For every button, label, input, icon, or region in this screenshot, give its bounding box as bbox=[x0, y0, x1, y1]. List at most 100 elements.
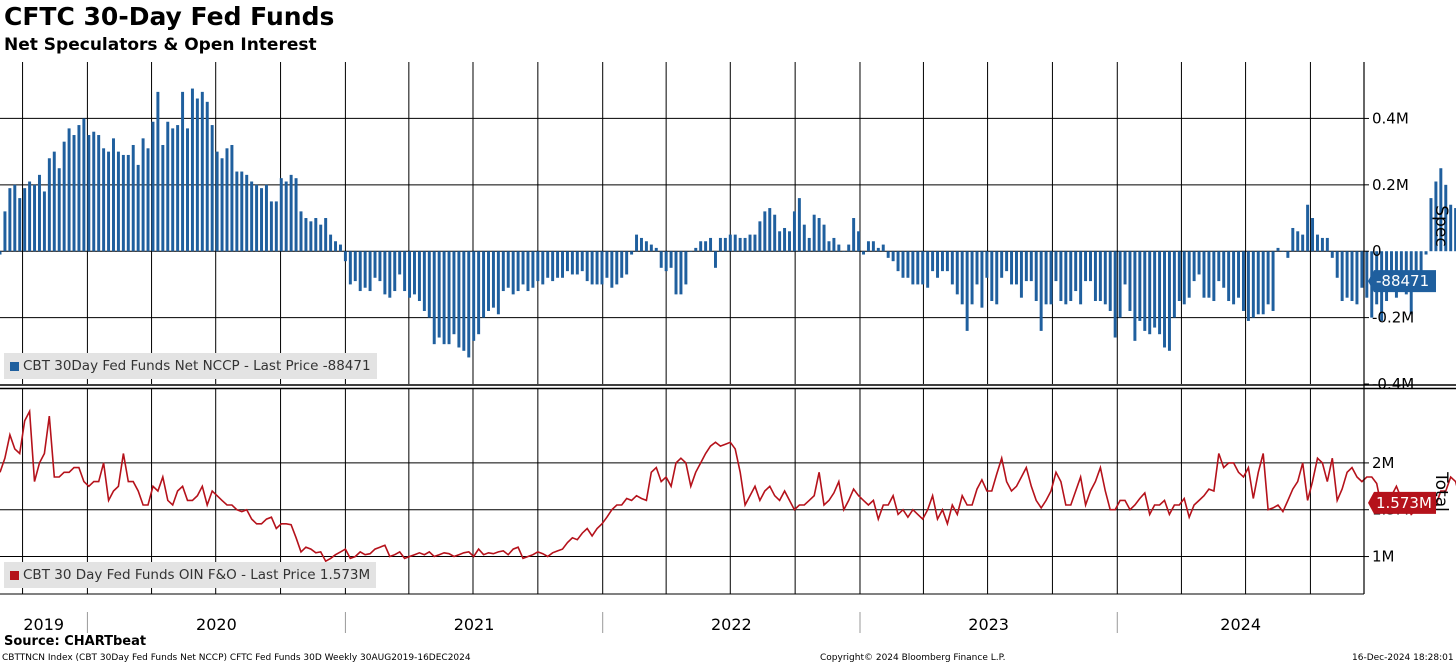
spec-bar bbox=[442, 251, 446, 345]
spec-bar bbox=[644, 241, 648, 252]
spec-bar bbox=[176, 125, 180, 252]
spec-bar bbox=[1325, 237, 1329, 252]
spec-bar bbox=[501, 251, 505, 292]
spec-bar bbox=[649, 244, 653, 252]
spec-bar bbox=[477, 251, 481, 335]
spec-bar bbox=[1000, 251, 1004, 278]
legend-spec: CBT 30Day Fed Funds Net NCCP - Last Pric… bbox=[4, 353, 377, 379]
spec-bar bbox=[1133, 251, 1137, 341]
spec-bar bbox=[832, 237, 836, 252]
x-label-2020: 2020 bbox=[196, 615, 237, 634]
spec-bar bbox=[669, 251, 673, 268]
spec-bar bbox=[847, 244, 851, 252]
spec-bar bbox=[255, 184, 259, 252]
spec-bar bbox=[87, 135, 91, 252]
spec-bar bbox=[635, 234, 639, 252]
spec-bar bbox=[901, 251, 905, 278]
spec-bar bbox=[353, 251, 357, 282]
spec-bar bbox=[654, 247, 658, 252]
spec-bar bbox=[161, 144, 165, 252]
spec-y-tick-label: 0 bbox=[1372, 242, 1382, 260]
spec-bar bbox=[975, 251, 979, 285]
spec-bar bbox=[496, 251, 500, 315]
spec-bar bbox=[294, 178, 298, 252]
spec-bar bbox=[659, 251, 663, 268]
spec-bar bbox=[536, 251, 540, 282]
spec-last-value-badge-bg bbox=[1368, 270, 1436, 293]
spec-bar bbox=[1399, 251, 1403, 275]
spec-bar bbox=[995, 251, 999, 305]
spec-bar bbox=[388, 251, 392, 298]
spec-bar bbox=[709, 237, 713, 252]
spec-bar bbox=[580, 251, 584, 272]
spec-bar bbox=[195, 98, 199, 252]
spec-bar bbox=[1044, 251, 1048, 305]
spec-y-tick-label: -0.2M bbox=[1372, 309, 1414, 327]
spec-bar bbox=[723, 237, 727, 252]
spec-bar bbox=[758, 221, 762, 252]
spec-bar bbox=[62, 141, 66, 252]
spec-bar bbox=[1365, 251, 1369, 298]
spec-bar bbox=[664, 251, 668, 272]
spec-bar bbox=[338, 244, 342, 252]
spec-bar bbox=[551, 251, 555, 282]
spec-bar bbox=[866, 241, 870, 252]
spec-bar bbox=[97, 135, 101, 252]
spec-bar bbox=[610, 251, 614, 288]
spec-bar bbox=[1158, 251, 1162, 335]
spec-bar bbox=[1128, 251, 1132, 311]
spec-bar bbox=[842, 251, 846, 252]
spec-bar bbox=[605, 251, 609, 278]
spec-bar bbox=[590, 251, 594, 285]
spec-bar bbox=[250, 181, 254, 252]
spec-bar bbox=[116, 151, 120, 252]
spec-bar bbox=[738, 237, 742, 252]
spec-bar bbox=[546, 251, 550, 278]
spec-bar bbox=[186, 128, 189, 252]
spec-bar bbox=[432, 251, 436, 345]
spec-bar bbox=[8, 188, 12, 252]
spec-bar bbox=[728, 234, 732, 252]
spec-bar bbox=[881, 244, 885, 252]
spec-y-tick-label: 0.4M bbox=[1372, 109, 1409, 127]
spec-bar bbox=[778, 231, 782, 252]
spec-bar bbox=[1261, 251, 1265, 315]
spec-bar bbox=[694, 247, 698, 252]
spec-bar bbox=[121, 154, 125, 252]
spec-bar bbox=[1222, 251, 1226, 288]
spec-bar bbox=[1192, 251, 1196, 282]
spec-bar bbox=[181, 91, 185, 252]
total-last-value-badge: 1.573M bbox=[1368, 491, 1436, 514]
spec-bar bbox=[985, 251, 989, 278]
spec-bar bbox=[891, 251, 895, 262]
spec-bar bbox=[393, 251, 397, 292]
spec-bar bbox=[1143, 251, 1147, 331]
spec-bar bbox=[1207, 251, 1211, 298]
x-label-2019: 2019 bbox=[23, 615, 64, 634]
spec-bar bbox=[13, 184, 17, 252]
spec-bar bbox=[190, 88, 194, 252]
spec-bar bbox=[926, 251, 930, 288]
spec-bar bbox=[990, 251, 994, 302]
spec-bar bbox=[1276, 247, 1280, 252]
spec-bar bbox=[699, 241, 703, 252]
spec-bar bbox=[1197, 251, 1201, 275]
spec-bar bbox=[240, 171, 244, 252]
spec-bar bbox=[1167, 251, 1171, 351]
spec-bar bbox=[1419, 251, 1423, 272]
spec-bar bbox=[802, 224, 806, 252]
spec-bar bbox=[1360, 251, 1364, 288]
spec-bar bbox=[1148, 251, 1152, 335]
spec-bar bbox=[373, 251, 377, 278]
spec-bar bbox=[733, 234, 737, 252]
spec-bar bbox=[1049, 251, 1053, 305]
spec-bar bbox=[1281, 251, 1285, 252]
spec-bar bbox=[783, 227, 787, 252]
spec-bar bbox=[822, 224, 826, 252]
spec-bar bbox=[304, 218, 308, 252]
spec-bar bbox=[363, 251, 367, 288]
spec-bar bbox=[1177, 251, 1181, 302]
spec-bar bbox=[763, 211, 767, 252]
x-tick-labels: 2019 2020 2021 2022 2023 2024 bbox=[23, 612, 1261, 634]
spec-bar bbox=[906, 251, 910, 278]
